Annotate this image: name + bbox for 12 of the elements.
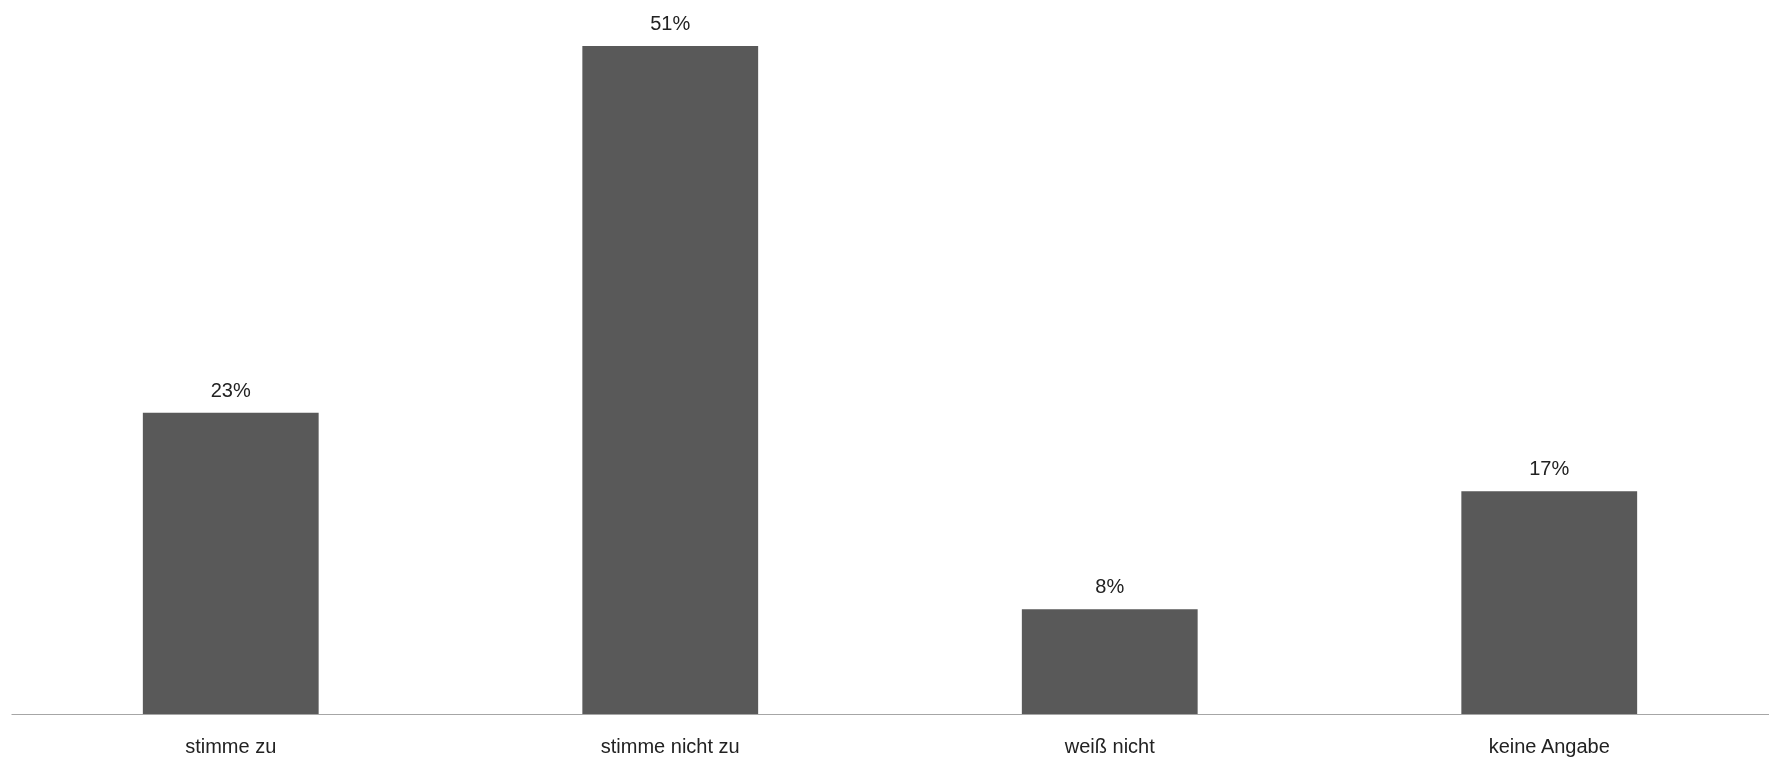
bar: [582, 46, 759, 714]
bar: [1021, 609, 1198, 714]
x-tick-label: stimme zu: [185, 734, 277, 757]
x-tick-label: keine Angabe: [1488, 734, 1610, 757]
bar: [1461, 491, 1638, 714]
x-tick-label: stimme nicht zu: [600, 734, 740, 757]
data-label: 17%: [1529, 457, 1570, 480]
data-label: 8%: [1095, 575, 1125, 598]
x-tick-label: weiß nicht: [1063, 734, 1156, 757]
data-label: 23%: [210, 378, 251, 401]
bar: [142, 412, 319, 714]
data-label: 51%: [650, 12, 691, 34]
